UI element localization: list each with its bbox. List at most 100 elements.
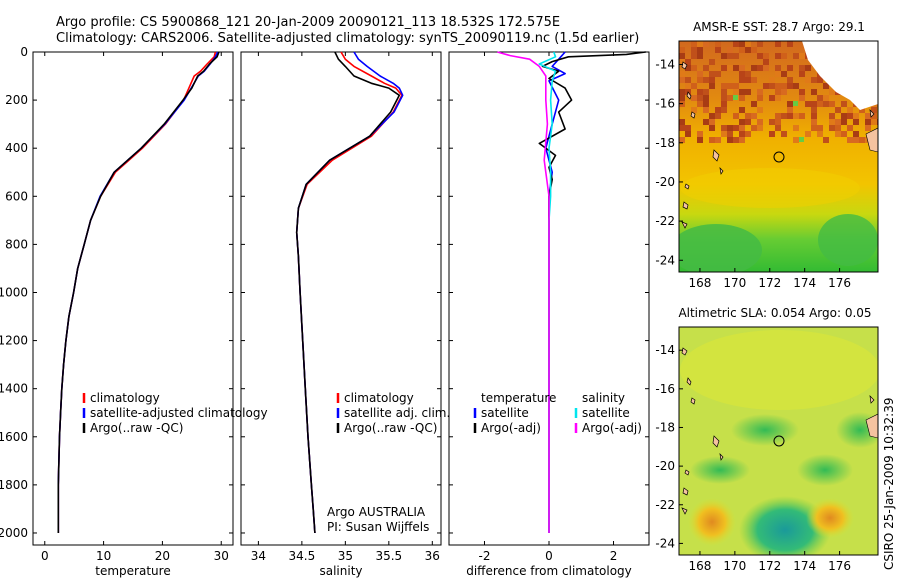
- sst-pixel: [829, 101, 835, 107]
- sst-pixel: [691, 53, 697, 59]
- sst-pixel: [721, 95, 727, 101]
- y-tick-label: 1400: [0, 382, 28, 396]
- sst-pixel: [865, 119, 871, 125]
- sst-pixel: [817, 131, 823, 137]
- sla-island-east: [865, 413, 878, 439]
- sst-pixel: [691, 83, 697, 89]
- sst-pixel: [685, 125, 691, 131]
- sst-pixel: [697, 131, 703, 137]
- sst-pixel: [691, 65, 697, 71]
- sst-pixel: [769, 119, 775, 125]
- sst-pixel: [799, 71, 805, 77]
- sst-pixel: [853, 113, 859, 119]
- sst-pixel: [775, 95, 781, 101]
- sst-pixel: [697, 47, 703, 53]
- sst-pixel: [781, 71, 787, 77]
- plot-frame-salinity: [240, 51, 442, 546]
- sst-pixel: [775, 119, 781, 125]
- sst-pixel: [865, 113, 871, 119]
- sst-pixel: [685, 59, 691, 65]
- y-tick-label: 200: [5, 93, 28, 107]
- sst-pixel: [721, 101, 727, 107]
- legend-label: Argo(..raw -QC): [344, 421, 437, 435]
- sst-pixel: [829, 125, 835, 131]
- salinity-annotation-line1: Argo AUSTRALIA: [327, 505, 426, 519]
- sst-pixel: [811, 77, 817, 83]
- island-outline: [690, 111, 696, 119]
- y-tick-label: 1800: [0, 478, 28, 492]
- sst-pixel: [841, 131, 847, 137]
- sst-pixel: [727, 65, 733, 71]
- sst-pixel: [739, 131, 745, 137]
- sst-pixel: [763, 83, 769, 89]
- sst-pixel: [703, 101, 709, 107]
- sst-pixel: [697, 95, 703, 101]
- sst-pixel: [757, 107, 763, 113]
- island-outline: [712, 149, 720, 162]
- y-tick-label: 600: [5, 189, 28, 203]
- legend-label: satellite-adjusted climatology: [90, 406, 268, 420]
- sst-pixel: [829, 113, 835, 119]
- plot-frame-temperature: [32, 51, 234, 546]
- map-y-tick-label: -18: [655, 136, 675, 150]
- map-x-tick-label: 174: [793, 559, 816, 573]
- sst-pixel: [781, 53, 787, 59]
- sst-pixel: [757, 89, 763, 95]
- legend-label: Argo(-adj): [582, 421, 642, 435]
- sst-pixel: [721, 125, 727, 131]
- sst-pixel: [775, 53, 781, 59]
- map-y-tick-label: -14: [655, 57, 675, 71]
- sst-pixel: [805, 101, 811, 107]
- island-outline: [682, 201, 689, 210]
- series-line-salinity-argo: [497, 51, 550, 533]
- map-x-tick-label: 168: [688, 559, 711, 573]
- legend-label: Argo(-adj): [481, 421, 541, 435]
- sst-pixel: [697, 41, 703, 47]
- sst-pixel: [853, 131, 859, 137]
- sst-pixel: [817, 125, 823, 131]
- sst-pixel: [757, 53, 763, 59]
- x-tick-label: 0: [545, 549, 553, 563]
- sst-pixel: [811, 107, 817, 113]
- sst-pixel: [769, 77, 775, 83]
- sst-pixel: [763, 65, 769, 71]
- sst-pixel: [739, 71, 745, 77]
- island-outline: [719, 452, 724, 461]
- sst-pixel: [817, 77, 823, 83]
- sst-pixel: [751, 47, 757, 53]
- sst-pixel: [775, 83, 781, 89]
- sst-pixel: [733, 53, 739, 59]
- series-line-climatology: [57, 51, 217, 533]
- island-outline: [684, 469, 690, 476]
- sst-pixel: [739, 47, 745, 53]
- sst-pixel: [685, 65, 691, 71]
- sst-pixel: [733, 83, 739, 89]
- sst-pixel: [721, 53, 727, 59]
- map-x-tick-label: 168: [688, 276, 711, 290]
- sst-pixel: [859, 137, 865, 143]
- island-outline: [681, 507, 688, 515]
- sst-pixel: [775, 41, 781, 47]
- x-tick-label: 34: [251, 549, 266, 563]
- sst-pixel: [709, 83, 715, 89]
- sst-float-marker: [773, 151, 785, 163]
- legend-label: satellite: [582, 406, 630, 420]
- sst-pixel: [823, 83, 829, 89]
- sla-map-axes: 168 170 172 174 176 -14 -16 -18 -20 -22 -24: [655, 343, 851, 573]
- sst-pixel: [835, 107, 841, 113]
- sst-pixel: [727, 83, 733, 89]
- map-x-tick-label: 170: [723, 276, 746, 290]
- sst-pixel: [715, 47, 721, 53]
- sst-pixel: [715, 137, 721, 143]
- sst-pixel: [745, 89, 751, 95]
- sst-pixel: [703, 41, 709, 47]
- island-outline: [681, 61, 688, 70]
- sst-pixel: [781, 113, 787, 119]
- sla-green-blob-1: [731, 414, 799, 446]
- sst-pixel: [727, 131, 733, 137]
- sst-island-outlines: [681, 61, 875, 229]
- x-tick-label: 34.5: [289, 549, 316, 563]
- sst-pixel: [781, 89, 787, 95]
- map-x-tick-label: 174: [793, 276, 816, 290]
- sst-pixel: [763, 53, 769, 59]
